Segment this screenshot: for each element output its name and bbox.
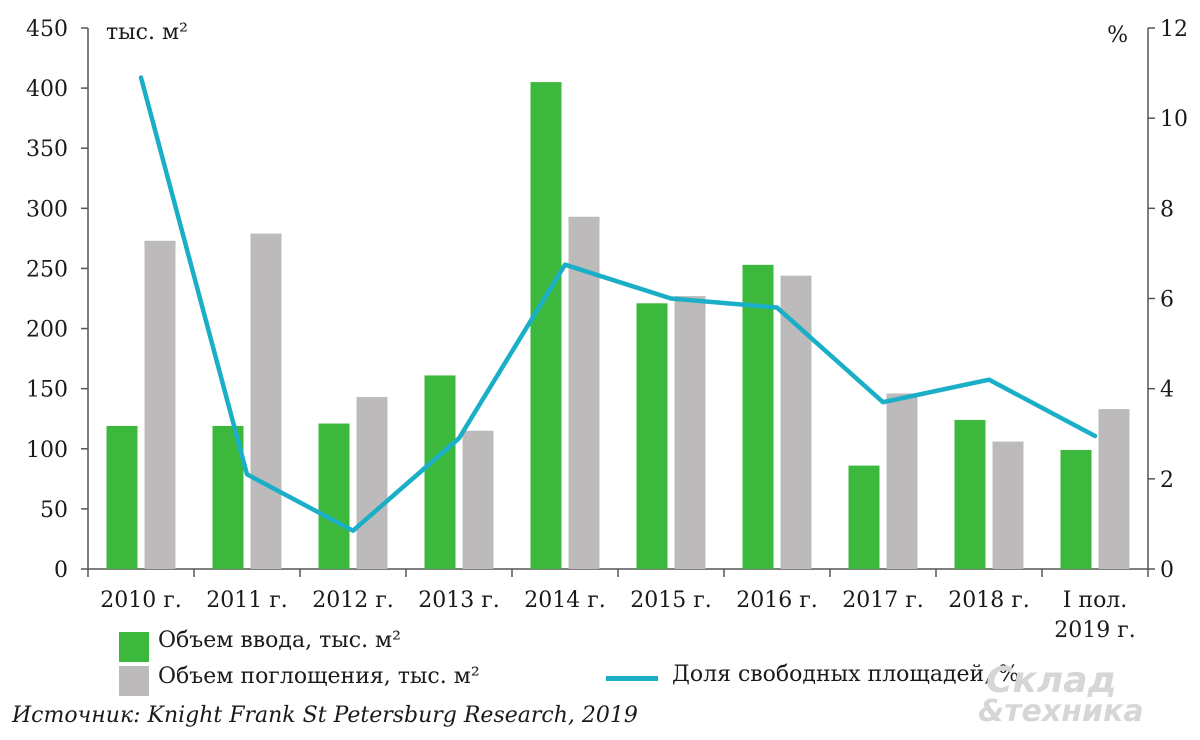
category-label: 2016 г. — [736, 588, 818, 613]
right-tick-label: 10 — [1160, 107, 1188, 132]
left-tick-label: 450 — [26, 17, 68, 42]
legend-swatch-absorption — [119, 666, 149, 696]
chart: 0 50 100 150 200 250 300 350 400 450 0 2 4 6 8 10 12 тыс.… — [26, 17, 1188, 640]
legend-label-input: Объем ввода, тыс. м² — [158, 628, 401, 653]
bar-absorption — [780, 275, 812, 569]
bar-input — [742, 264, 774, 569]
bar-input — [1060, 449, 1092, 569]
category-label: 2014 г. — [524, 588, 606, 613]
category-label: 2012 г. — [312, 588, 394, 613]
left-tick-label: 100 — [26, 438, 68, 463]
right-tick-label: 0 — [1160, 558, 1174, 583]
source-note: Источник: Knight Frank St Petersburg Res… — [12, 703, 638, 728]
category-label: 2011 г. — [206, 588, 288, 613]
watermark-line1: Склад — [986, 660, 1117, 701]
bar-input — [318, 423, 350, 569]
category-label: 2017 г. — [842, 588, 924, 613]
left-tick-label: 0 — [54, 558, 68, 583]
left-tick-label: 250 — [26, 257, 68, 282]
right-tick-label: 8 — [1160, 197, 1174, 222]
right-tick-label: 2 — [1160, 468, 1174, 493]
bar-absorption — [356, 397, 388, 569]
left-tick-label: 150 — [26, 378, 68, 403]
watermark-logo: Склад &техника — [978, 660, 1193, 735]
left-tick-label: 50 — [40, 498, 68, 523]
bar-input — [636, 303, 668, 569]
bar-absorption — [886, 393, 918, 569]
legend-line-vacancy — [606, 676, 658, 681]
legend-label-vacancy: Доля свободных площадей, % — [672, 662, 1020, 687]
vacancy-line — [138, 75, 1098, 533]
right-tick-label: 12 — [1160, 17, 1188, 42]
bar-absorption — [992, 441, 1024, 569]
bar-input — [106, 425, 138, 569]
category-label: 2013 г. — [418, 588, 500, 613]
bar-absorption — [144, 240, 176, 569]
bar-input — [530, 82, 562, 569]
right-tick-label: 6 — [1160, 288, 1174, 313]
bar-input — [848, 465, 880, 569]
bar-absorption — [250, 233, 282, 569]
bar-absorption — [1098, 409, 1130, 569]
category-label: 2018 г. — [948, 588, 1030, 613]
legend-swatch-input — [119, 632, 149, 662]
right-axis-unit: % — [1107, 23, 1128, 48]
category-label: 2015 г. — [630, 588, 712, 613]
left-axis-unit: тыс. м² — [106, 20, 188, 45]
bar-input — [954, 419, 986, 569]
left-tick-label: 300 — [26, 197, 68, 222]
category-label: 2010 г. — [100, 588, 182, 613]
left-tick-label: 350 — [26, 137, 68, 162]
bar-absorption — [674, 296, 706, 569]
right-tick-label: 4 — [1160, 378, 1174, 403]
left-tick-label: 400 — [26, 77, 68, 102]
left-tick-label: 200 — [26, 318, 68, 343]
category-label: I пол. 2019 г. — [1054, 588, 1136, 640]
bar-input — [424, 375, 456, 569]
bar-absorption — [462, 430, 494, 569]
legend-label-absorption: Объем поглощения, тыс. м² — [158, 664, 480, 689]
watermark-line2: &техника — [978, 694, 1144, 729]
